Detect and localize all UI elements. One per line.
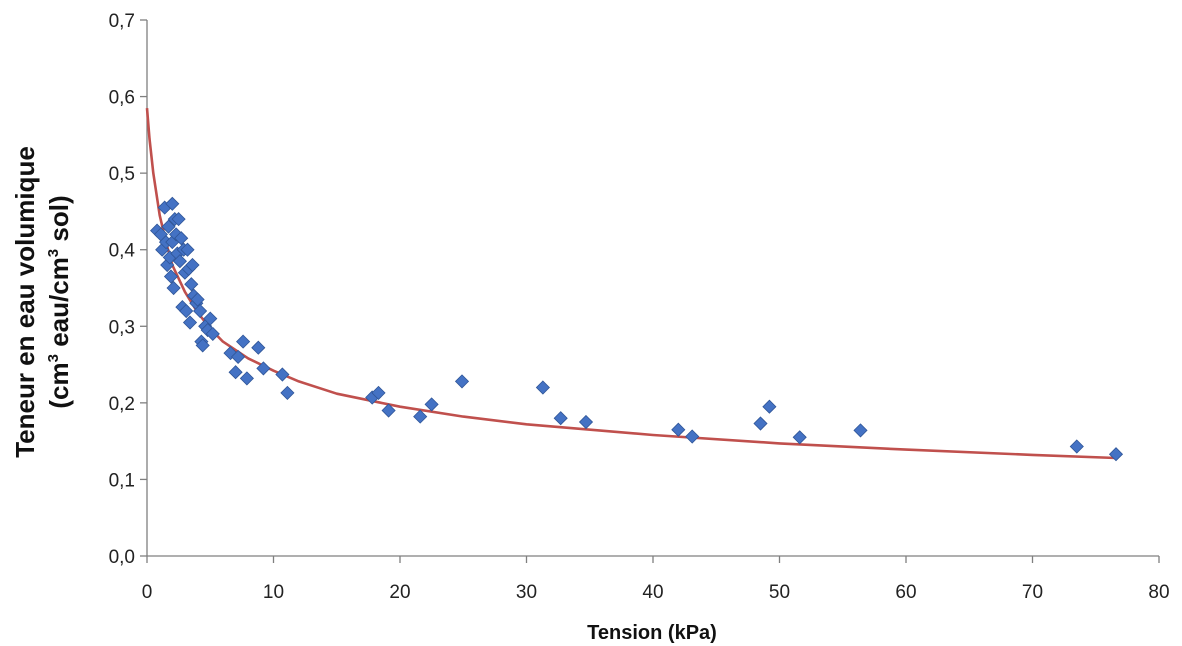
x-tick-label: 50: [769, 582, 790, 603]
x-tick-label: 40: [642, 582, 663, 603]
y-axis-title-part1: (cm: [44, 362, 74, 408]
data-point-diamond: [190, 292, 205, 307]
data-point-diamond: [280, 385, 295, 400]
data-point-diamond: [193, 303, 208, 319]
y-axis-title-line2: (cm3 eau/cm3 sol): [44, 195, 74, 408]
data-point-diamond: [251, 340, 266, 355]
data-point-diamond: [228, 365, 243, 380]
data-point-diamond: [203, 311, 218, 326]
data-point-diamond: [231, 349, 246, 364]
data-point-diamond: [171, 212, 186, 227]
x-axis-title: Tension (kPa): [587, 622, 717, 644]
data-point-diamond: [161, 219, 176, 234]
y-axis-title-part2: eau/cm: [44, 257, 74, 354]
y-tick-label: 0,4: [109, 241, 136, 262]
data-point-diamond: [671, 422, 686, 437]
data-point-diamond: [578, 414, 594, 430]
y-axis-title: Teneur en eau volumique (cm3 eau/cm3 sol…: [10, 146, 74, 458]
x-tick-label: 0: [142, 582, 153, 603]
data-point-diamond: [792, 430, 807, 445]
data-point-diamond: [239, 371, 254, 386]
x-tick-label: 80: [1148, 582, 1169, 603]
data-point-diamond: [1069, 439, 1084, 454]
data-point-diamond: [381, 403, 396, 418]
data-point-diamond: [424, 397, 439, 412]
data-point-diamond: [166, 280, 181, 296]
y-axis-title-part3: sol): [44, 195, 74, 248]
data-point-diamond: [174, 231, 189, 246]
data-point-diamond: [553, 411, 568, 426]
data-point-diamond: [275, 367, 290, 382]
x-tick-label: 60: [895, 582, 916, 603]
data-point-diamond: [236, 334, 251, 349]
data-point-diamond: [535, 380, 550, 395]
data-point-diamond: [163, 269, 179, 284]
y-tick-label: 0,1: [109, 470, 135, 491]
x-tick-label: 10: [263, 582, 284, 603]
data-points-layer: [150, 196, 1124, 462]
data-point-diamond: [185, 257, 200, 273]
y-tick-label: 0,7: [109, 11, 135, 32]
data-point-diamond: [205, 326, 220, 341]
axes: 0,0 0,1 0,2 0,3 0,4 0,5 0,6 0,7 0 10 20 30 40 50 60 70 8…: [109, 11, 1170, 603]
data-point-diamond: [413, 409, 428, 424]
data-point-diamond: [256, 361, 271, 376]
data-point-diamond: [180, 242, 195, 257]
data-point-diamond: [165, 196, 180, 211]
y-axis-title-sup2: 3: [45, 249, 62, 257]
data-point-diamond: [195, 338, 210, 353]
data-point-diamond: [371, 385, 386, 400]
data-point-diamond: [184, 277, 199, 292]
data-point-diamond: [853, 423, 868, 438]
y-axis-title-line1: Teneur en eau volumique: [10, 146, 40, 458]
fitted-curve-line: [145, 107, 1117, 460]
x-tick-label: 70: [1022, 582, 1043, 603]
data-point-diamond: [685, 429, 700, 444]
data-point-diamond: [179, 303, 194, 319]
data-point-diamond: [172, 254, 187, 269]
y-tick-label: 0,0: [109, 547, 135, 568]
y-tick-label: 0,3: [109, 317, 135, 338]
x-tick-label: 30: [516, 582, 537, 603]
data-point-diamond: [1108, 447, 1124, 462]
y-tick-label: 0,6: [109, 88, 135, 109]
y-tick-label: 0,5: [109, 164, 135, 185]
data-point-diamond: [762, 399, 777, 414]
data-point-diamond: [454, 374, 470, 389]
y-axis-title-sup1: 3: [45, 354, 62, 362]
data-point-diamond: [753, 416, 768, 431]
fitted-curve-layer: [145, 107, 1117, 460]
data-point-diamond: [182, 315, 198, 330]
x-tick-label: 20: [389, 582, 410, 603]
y-tick-label: 0,2: [109, 394, 135, 415]
